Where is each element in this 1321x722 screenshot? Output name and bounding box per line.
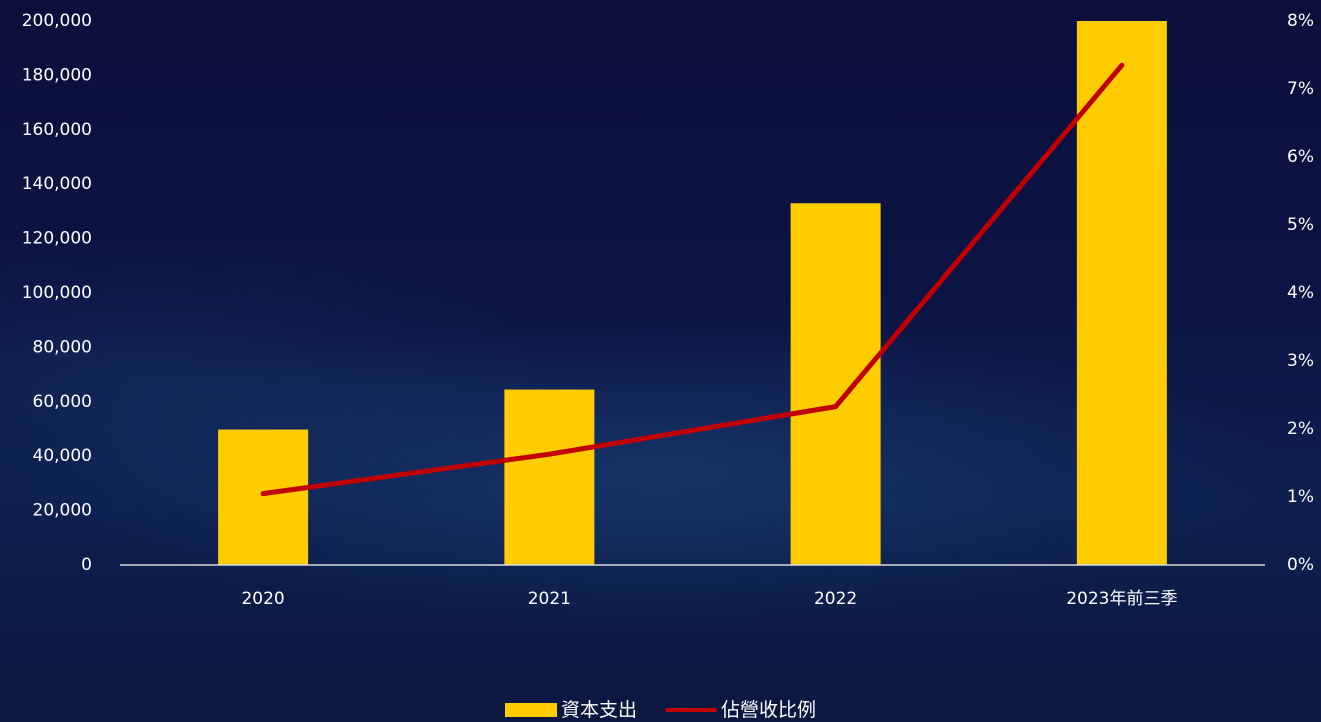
left-axis-tick: 180,000 xyxy=(22,65,92,85)
left-axis-tick: 0 xyxy=(81,555,92,575)
legend-label-ratio: 佔營收比例 xyxy=(721,699,817,721)
right-axis-tick: 2% xyxy=(1287,419,1314,439)
x-axis-tick: 2023年前三季 xyxy=(1066,589,1177,609)
x-axis-tick: 2020 xyxy=(241,589,284,609)
right-axis-tick: 1% xyxy=(1287,487,1314,507)
right-axis-tick: 7% xyxy=(1287,79,1314,99)
bar-2020 xyxy=(218,429,309,565)
legend: 資本支出 佔營收比例 xyxy=(0,698,1321,722)
right-axis-tick: 6% xyxy=(1287,147,1314,167)
left-axis-tick: 120,000 xyxy=(22,229,92,249)
bar-2021 xyxy=(504,389,595,565)
ratio-line xyxy=(260,62,1125,497)
bar-2022 xyxy=(790,203,881,566)
left-axis-tick: 20,000 xyxy=(33,501,92,521)
legend-item-ratio: 佔營收比例 xyxy=(665,698,816,722)
left-axis-tick: 200,000 xyxy=(22,11,92,31)
right-axis-tick: 0% xyxy=(1287,555,1314,575)
right-axis-tick: 5% xyxy=(1287,215,1314,235)
left-axis-tick: 80,000 xyxy=(33,337,92,357)
right-axis-tick: 8% xyxy=(1287,11,1314,31)
legend-swatch-bar xyxy=(504,703,557,717)
left-axis-tick: 140,000 xyxy=(22,174,92,194)
right-axis-tick: 4% xyxy=(1287,283,1314,303)
legend-item-capex: 資本支出 xyxy=(504,698,637,722)
left-axis-tick: 160,000 xyxy=(22,120,92,140)
right-axis-tick: 3% xyxy=(1287,351,1314,371)
x-axis-tick: 2021 xyxy=(528,589,571,609)
bar-2023年前三季 xyxy=(1076,21,1167,565)
left-axis-tick: 100,000 xyxy=(22,283,92,303)
left-axis-tick: 60,000 xyxy=(33,392,92,412)
legend-label-capex: 資本支出 xyxy=(560,699,637,721)
x-axis-tick: 2022 xyxy=(814,589,857,609)
legend-swatch-line xyxy=(665,708,717,712)
left-axis-tick: 40,000 xyxy=(33,446,92,466)
